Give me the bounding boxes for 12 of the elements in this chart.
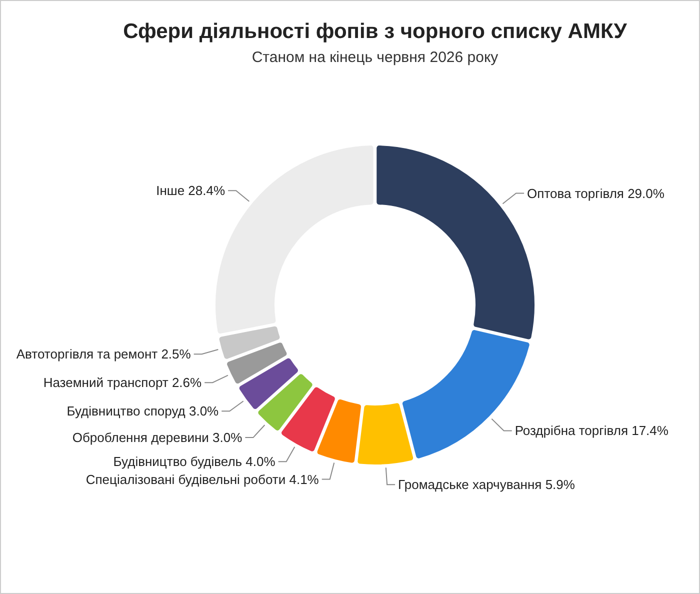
chart-subtitle: Станом на кінець червня 2026 року	[252, 49, 499, 66]
slice-label: Будівництво споруд 3.0%	[66, 404, 220, 419]
slice-label: Спеціалізовані будівельні роботи 4.1%	[86, 472, 320, 487]
slice-label: Оптова торгівля 29.0%	[527, 186, 665, 201]
chart-title: Сфери діяльності фопів з чорного списку АМКУ	[123, 20, 628, 43]
slice-label: Інше 28.4%	[156, 183, 226, 198]
slice-label: Роздрібна торгівля 17.4%	[514, 423, 669, 438]
slice-label: Наземний транспорт 2.6%	[43, 375, 202, 390]
slice-label: Оброблення деревини 3.0%	[72, 430, 243, 446]
slice-label: Автоторгівля та ремонт 2.5%	[16, 346, 192, 362]
slice-label: Громадське харчування 5.9%	[398, 477, 576, 492]
slice-label: Будівництво будівель 4.0%	[113, 454, 276, 470]
